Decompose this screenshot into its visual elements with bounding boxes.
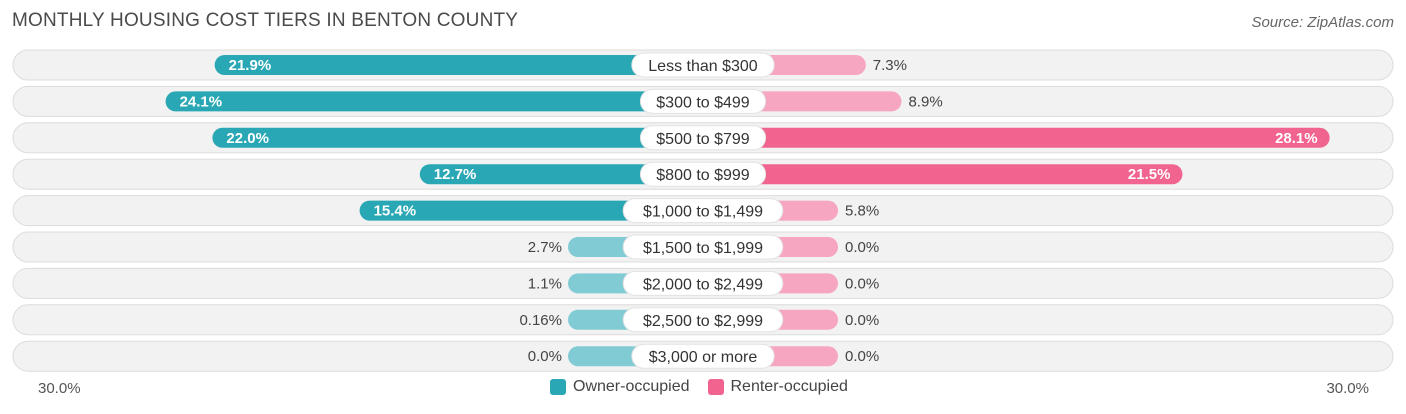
category-label: $300 to $499 xyxy=(656,94,750,111)
owner-value-label: 0.0% xyxy=(528,348,562,365)
legend-item-renter: Renter-occupied xyxy=(707,378,848,396)
category-label: $2,500 to $2,999 xyxy=(643,313,763,330)
legend-label-renter: Renter-occupied xyxy=(730,378,848,395)
legend-swatch-renter xyxy=(707,379,724,395)
owner-value-label: 24.1% xyxy=(180,93,223,110)
owner-bar xyxy=(165,91,703,112)
category-label-pill xyxy=(631,52,775,78)
owner-bar xyxy=(214,55,703,75)
renter-value-label: 8.9% xyxy=(908,93,942,110)
category-label-pill xyxy=(622,234,784,260)
legend-item-owner: Owner-occupied xyxy=(550,378,690,396)
source-note: Source: ZipAtlas.com xyxy=(1251,14,1394,31)
legend-swatch-owner xyxy=(550,379,566,395)
owner-value-label: 22.0% xyxy=(226,130,269,147)
legend-label-owner: Owner-occupied xyxy=(573,378,690,395)
category-label: $2,000 to $2,499 xyxy=(643,276,763,293)
owner-bar xyxy=(359,200,703,221)
owner-bar xyxy=(212,127,703,148)
renter-value-label: 0.0% xyxy=(845,239,879,256)
owner-value-label: 21.9% xyxy=(229,57,272,74)
category-label-pill xyxy=(622,270,784,296)
category-label: $500 to $799 xyxy=(656,131,750,148)
axis-right-label: 30.0% xyxy=(1326,380,1369,397)
category-label-pill xyxy=(622,198,784,224)
owner-value-label: 15.4% xyxy=(374,203,417,220)
renter-bar xyxy=(703,164,1183,185)
renter-value-label: 0.0% xyxy=(845,275,879,292)
renter-bar xyxy=(703,127,1330,148)
category-label-pill xyxy=(631,343,775,369)
category-label: $800 to $999 xyxy=(656,167,750,184)
owner-bar xyxy=(419,164,703,185)
renter-value-label: 7.3% xyxy=(873,57,907,74)
category-label: $1,000 to $1,499 xyxy=(643,204,763,221)
category-label: $1,500 to $1,999 xyxy=(643,240,763,257)
category-label-pill xyxy=(622,307,784,333)
owner-value-label: 2.7% xyxy=(528,239,562,256)
category-label: Less than $300 xyxy=(648,58,758,75)
category-label-pill xyxy=(639,125,767,151)
category-label-pill xyxy=(639,161,767,187)
owner-value-label: 1.1% xyxy=(528,275,562,292)
renter-value-label: 0.0% xyxy=(845,312,879,329)
legend: Owner-occupied Renter-occupied xyxy=(550,378,866,396)
axis-left-label: 30.0% xyxy=(38,380,81,397)
chart-title: MONTHLY HOUSING COST TIERS IN BENTON COU… xyxy=(12,10,519,31)
renter-value-label: 0.0% xyxy=(845,348,879,365)
category-label: $3,000 or more xyxy=(649,349,758,366)
renter-value-label: 21.5% xyxy=(1128,166,1171,183)
owner-value-label: 12.7% xyxy=(434,166,477,183)
renter-value-label: 5.8% xyxy=(845,203,879,220)
owner-value-label: 0.16% xyxy=(519,312,562,329)
renter-value-label: 28.1% xyxy=(1275,130,1318,147)
category-label-pill xyxy=(639,88,767,114)
